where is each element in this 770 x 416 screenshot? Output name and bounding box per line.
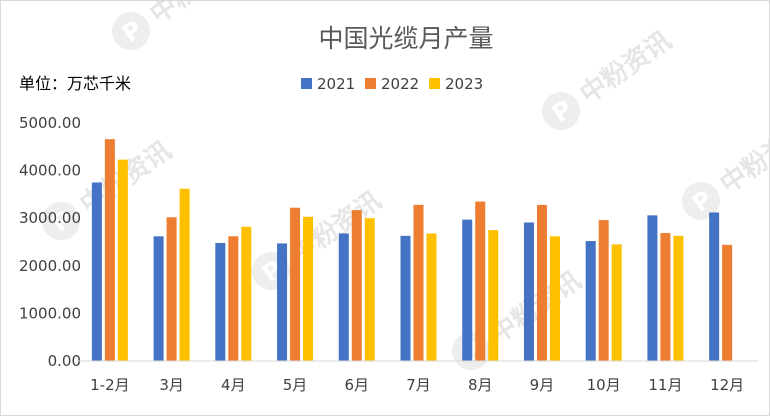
bar-2022-8 bbox=[475, 201, 486, 361]
legend: 2021 2022 2023 bbox=[301, 75, 483, 93]
unit-label: 单位：万芯千米 bbox=[19, 74, 131, 93]
watermark-logo bbox=[682, 182, 720, 220]
bar-2021-11 bbox=[647, 215, 658, 361]
bars-layer bbox=[91, 139, 733, 361]
y-tick-label: 1000.00 bbox=[19, 304, 81, 322]
legend-label-2022: 2022 bbox=[381, 75, 419, 93]
legend-label-2023: 2023 bbox=[445, 75, 483, 93]
watermark-text: 中粉资讯 bbox=[145, 1, 247, 30]
bar-2021-6 bbox=[338, 233, 349, 361]
legend-swatch-2021 bbox=[301, 78, 312, 89]
bar-2023-11 bbox=[673, 235, 684, 361]
chart-title: 中国光缆月产量 bbox=[318, 24, 493, 53]
x-tick-label: 11月 bbox=[648, 376, 682, 394]
bar-2021-8 bbox=[462, 219, 473, 361]
x-tick-label: 7月 bbox=[406, 376, 431, 394]
legend-swatch-2023 bbox=[429, 78, 440, 89]
watermark-text: 中粉资讯 bbox=[485, 266, 587, 350]
bar-2022-4 bbox=[228, 236, 239, 361]
bar-2022-6 bbox=[351, 210, 362, 361]
bar-2023-8 bbox=[488, 230, 499, 361]
bar-2021-10 bbox=[585, 241, 596, 361]
legend-label-2021: 2021 bbox=[317, 75, 355, 93]
x-tick-label: 6月 bbox=[344, 376, 369, 394]
x-tick-label: 12月 bbox=[710, 376, 744, 394]
watermark-text: 中粉资讯 bbox=[575, 26, 677, 110]
bar-2023-5 bbox=[303, 216, 314, 361]
x-tick-label: 9月 bbox=[530, 376, 555, 394]
x-tick-label: 5月 bbox=[283, 376, 308, 394]
bar-2021-7 bbox=[400, 235, 411, 361]
watermark-text: 中粉资讯 bbox=[715, 116, 769, 200]
bar-2023-1-2 bbox=[117, 159, 128, 361]
legend-swatch-2022 bbox=[365, 78, 376, 89]
y-tick-label: 3000.00 bbox=[19, 209, 81, 227]
y-tick-label: 5000.00 bbox=[19, 114, 81, 132]
bar-2023-3 bbox=[179, 188, 190, 361]
bar-2021-3 bbox=[153, 236, 164, 361]
bar-2022-3 bbox=[166, 217, 177, 361]
bar-2021-4 bbox=[215, 242, 226, 361]
y-tick-label: 0.00 bbox=[48, 352, 81, 370]
bar-2022-7 bbox=[413, 204, 424, 361]
bar-2023-6 bbox=[364, 218, 375, 361]
bar-2022-9 bbox=[536, 204, 547, 361]
bar-2022-12 bbox=[722, 244, 733, 361]
bar-2023-4 bbox=[241, 226, 252, 361]
bar-2022-5 bbox=[290, 207, 301, 361]
bar-2022-11 bbox=[660, 232, 671, 361]
watermark-logo bbox=[112, 12, 150, 50]
x-tick-label: 10月 bbox=[587, 376, 621, 394]
x-axis: 1-2月 3月 4月 5月 6月 7月 8月 9月 10月 11月 12月 bbox=[90, 376, 744, 394]
bar-2021-5 bbox=[277, 243, 288, 361]
bar-2021-12 bbox=[709, 212, 720, 361]
bar-2022-1-2 bbox=[104, 139, 115, 361]
y-tick-label: 2000.00 bbox=[19, 257, 81, 275]
bar-2023-7 bbox=[426, 233, 437, 361]
x-tick-label: 8月 bbox=[468, 376, 493, 394]
x-tick-label: 4月 bbox=[221, 376, 246, 394]
bar-2023-10 bbox=[611, 244, 622, 361]
watermark-logo bbox=[542, 92, 580, 130]
x-tick-label: 1-2月 bbox=[90, 376, 130, 394]
bar-2021-9 bbox=[523, 222, 534, 361]
x-tick-label: 3月 bbox=[159, 376, 184, 394]
bar-2022-10 bbox=[598, 220, 609, 361]
watermark-logo bbox=[42, 202, 80, 240]
bar-2023-9 bbox=[549, 236, 560, 361]
y-tick-label: 4000.00 bbox=[19, 162, 81, 180]
y-axis: 0.00 1000.00 2000.00 3000.00 4000.00 5000.00 bbox=[19, 114, 81, 370]
bar-2021-1-2 bbox=[91, 182, 102, 361]
